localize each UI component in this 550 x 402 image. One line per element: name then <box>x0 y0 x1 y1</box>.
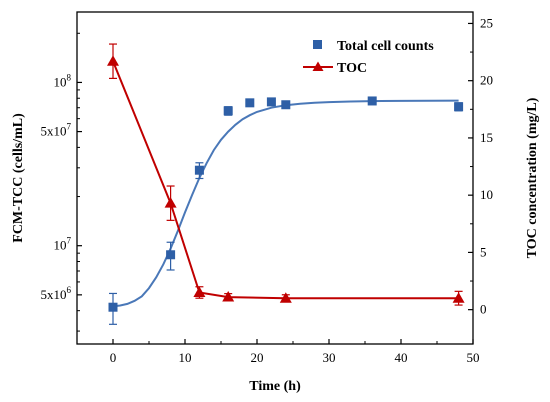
tcc-point <box>223 106 233 116</box>
legend-marker-toc <box>312 61 324 71</box>
x-tick-label: 10 <box>179 350 192 365</box>
right-y-tick-label: 15 <box>480 130 493 145</box>
right-y-tick-label: 20 <box>480 73 493 88</box>
left-y-tick-label: 107 <box>54 236 72 253</box>
plot-frame <box>76 11 474 345</box>
toc-point <box>107 55 119 66</box>
right-y-tick-label: 10 <box>480 187 493 202</box>
right-y-tick-label: 0 <box>480 302 487 317</box>
x-tick-label: 30 <box>323 350 336 365</box>
tcc-point <box>281 100 291 110</box>
toc-line <box>112 60 459 300</box>
toc-point <box>193 286 206 297</box>
x-tick-label: 0 <box>110 350 117 365</box>
toc-point <box>222 291 235 302</box>
left-y-axis-ticks: 5x106 107 5x107 108 <box>41 32 82 332</box>
x-axis-ticks: 0 10 20 30 40 50 <box>110 339 480 365</box>
tcc-point <box>166 250 176 260</box>
right-y-tick-label: 25 <box>480 15 493 30</box>
tcc-point <box>194 165 204 175</box>
x-tick-label: 40 <box>395 350 408 365</box>
right-y-axis-ticks: 0 5 10 15 20 25 <box>468 15 493 317</box>
right-y-tick-label: 5 <box>480 244 487 259</box>
x-tick-label: 20 <box>251 350 264 365</box>
toc-point <box>452 292 465 303</box>
legend-label-total-cell-counts: Total cell counts <box>337 39 434 54</box>
tcc-point <box>108 302 118 312</box>
tcc-point <box>367 96 377 106</box>
left-y-axis-label: FCM-TCC (cells/mL) <box>11 113 26 243</box>
left-y-tick-label: 108 <box>54 72 72 89</box>
tcc-fit-curve <box>112 99 459 308</box>
left-y-tick-label: 5x106 <box>41 285 72 302</box>
tcc-point <box>454 102 464 112</box>
left-y-tick-label: 5x107 <box>41 122 72 139</box>
tcc-point <box>245 98 255 108</box>
legend-label-toc: TOC <box>337 61 367 76</box>
toc-point <box>164 197 177 208</box>
toc-point <box>279 292 292 303</box>
x-axis-label: Time (h) <box>249 379 301 394</box>
tcc-point <box>266 97 276 107</box>
legend: Total cell counts TOC <box>303 39 434 76</box>
x-tick-label: 50 <box>467 350 480 365</box>
plot-series <box>107 43 465 325</box>
legend-marker-total-cell-counts <box>313 40 322 49</box>
right-y-axis-label: TOC concentration (mg/L) <box>525 97 540 258</box>
